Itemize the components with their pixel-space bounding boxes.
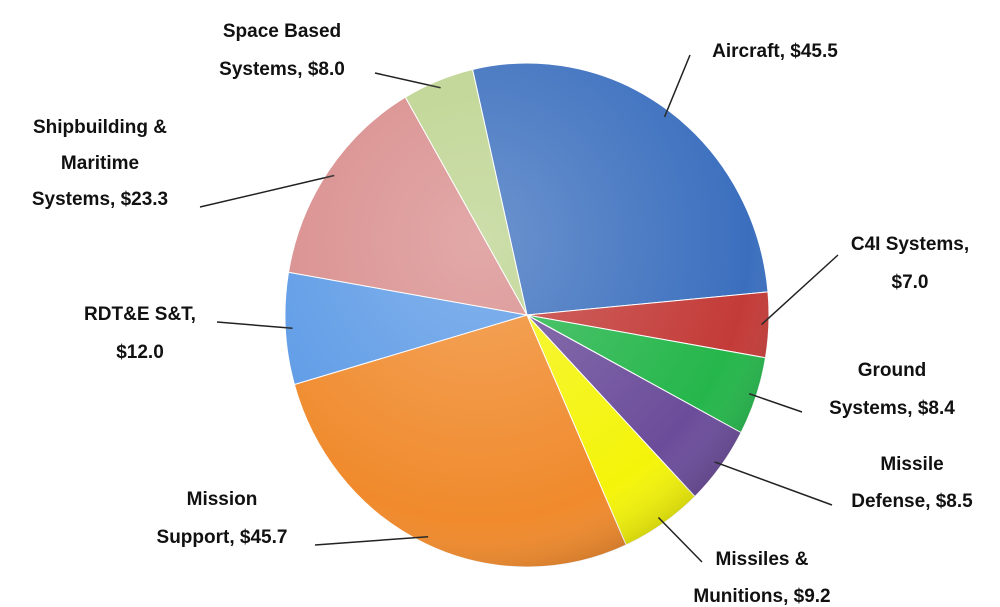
slice-label: Systems, $8.0 — [219, 59, 345, 80]
slice-label: Maritime — [61, 153, 139, 174]
slice-label: Aircraft, $45.5 — [712, 41, 838, 62]
slice-label: Systems, $23.3 — [32, 189, 168, 210]
slice-label: Space Based — [223, 21, 341, 42]
slice-label: Munitions, $9.2 — [693, 586, 830, 607]
slice-label: Systems, $8.4 — [829, 398, 955, 419]
slice-label: Support, $45.7 — [157, 527, 288, 548]
slice-label: Missiles & — [716, 549, 809, 570]
slice-label: $12.0 — [116, 342, 164, 363]
slice-label: Mission — [187, 489, 258, 510]
leader-line — [761, 254, 839, 326]
slice-label: Missile — [880, 454, 943, 475]
leader-line — [314, 535, 429, 546]
leader-line — [748, 393, 803, 413]
slice-label: RDT&E S&T, — [84, 304, 196, 325]
slice-label: Defense, $8.5 — [851, 491, 973, 512]
leader-line — [663, 54, 691, 118]
leader-line — [714, 461, 833, 506]
leader-line — [216, 321, 293, 330]
leader-line — [374, 72, 441, 89]
slice-label: Shipbuilding & — [33, 117, 167, 138]
leader-line — [657, 517, 703, 563]
slice-label: C4I Systems, — [851, 234, 969, 255]
slice-label: $7.0 — [892, 272, 929, 293]
slice-label: Ground — [858, 360, 927, 381]
